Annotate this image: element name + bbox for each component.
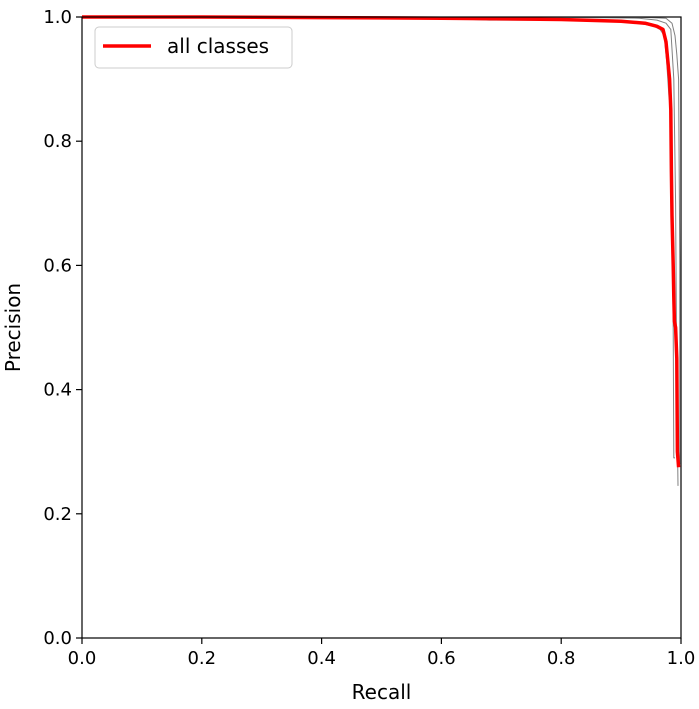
legend-label-all-classes: all classes <box>167 34 269 58</box>
y-axis: 0.0 0.2 0.4 0.6 0.8 1.0 <box>43 7 82 649</box>
x-axis-label: Recall <box>352 680 412 704</box>
legend-box <box>94 26 293 69</box>
y-tick-label: 0.0 <box>43 628 72 649</box>
plot-frame <box>81 16 682 639</box>
x-tick-label: 0.4 <box>307 648 336 669</box>
x-axis: 0.0 0.2 0.4 0.6 0.8 1.0 <box>68 638 696 669</box>
x-tick-label: 0.8 <box>547 648 576 669</box>
x-tick-label: 0.0 <box>68 648 97 669</box>
y-axis-label: Precision <box>1 283 25 372</box>
x-tick-label: 0.6 <box>427 648 456 669</box>
y-tick-label: 0.2 <box>43 504 72 525</box>
legend: all classes <box>94 26 293 69</box>
y-tick-label: 1.0 <box>43 7 72 28</box>
y-tick-label: 0.8 <box>43 131 72 152</box>
x-tick-label: 1.0 <box>667 648 696 669</box>
x-tick-label: 0.2 <box>187 648 216 669</box>
y-tick-label: 0.6 <box>43 255 72 276</box>
series-line-all-classes <box>82 15 681 468</box>
y-tick-label: 0.4 <box>43 380 72 401</box>
